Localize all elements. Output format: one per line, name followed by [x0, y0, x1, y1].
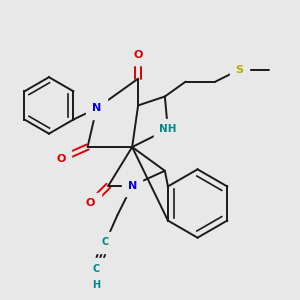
Text: C: C: [93, 264, 100, 274]
Text: O: O: [134, 50, 143, 60]
Text: NH: NH: [159, 124, 177, 134]
Text: C: C: [102, 237, 109, 247]
Text: N: N: [128, 181, 137, 191]
Text: N: N: [92, 103, 101, 113]
Text: O: O: [86, 199, 95, 208]
Text: H: H: [92, 280, 101, 290]
Text: S: S: [235, 65, 243, 75]
Text: O: O: [56, 154, 65, 164]
